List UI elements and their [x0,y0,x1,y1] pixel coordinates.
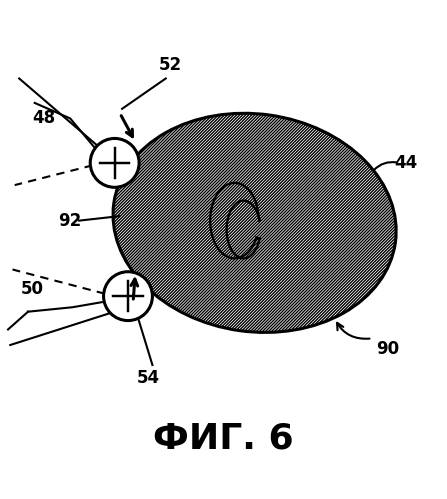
Text: 50: 50 [21,280,44,298]
Text: 54: 54 [136,369,160,387]
Circle shape [90,138,139,187]
Text: 92: 92 [59,212,82,230]
Text: 90: 90 [376,340,400,358]
Text: ФИГ. 6: ФИГ. 6 [153,421,294,455]
Circle shape [104,272,152,320]
Text: 52: 52 [159,56,182,74]
Text: 44: 44 [394,154,417,172]
Text: 48: 48 [32,109,55,127]
Ellipse shape [113,113,396,332]
